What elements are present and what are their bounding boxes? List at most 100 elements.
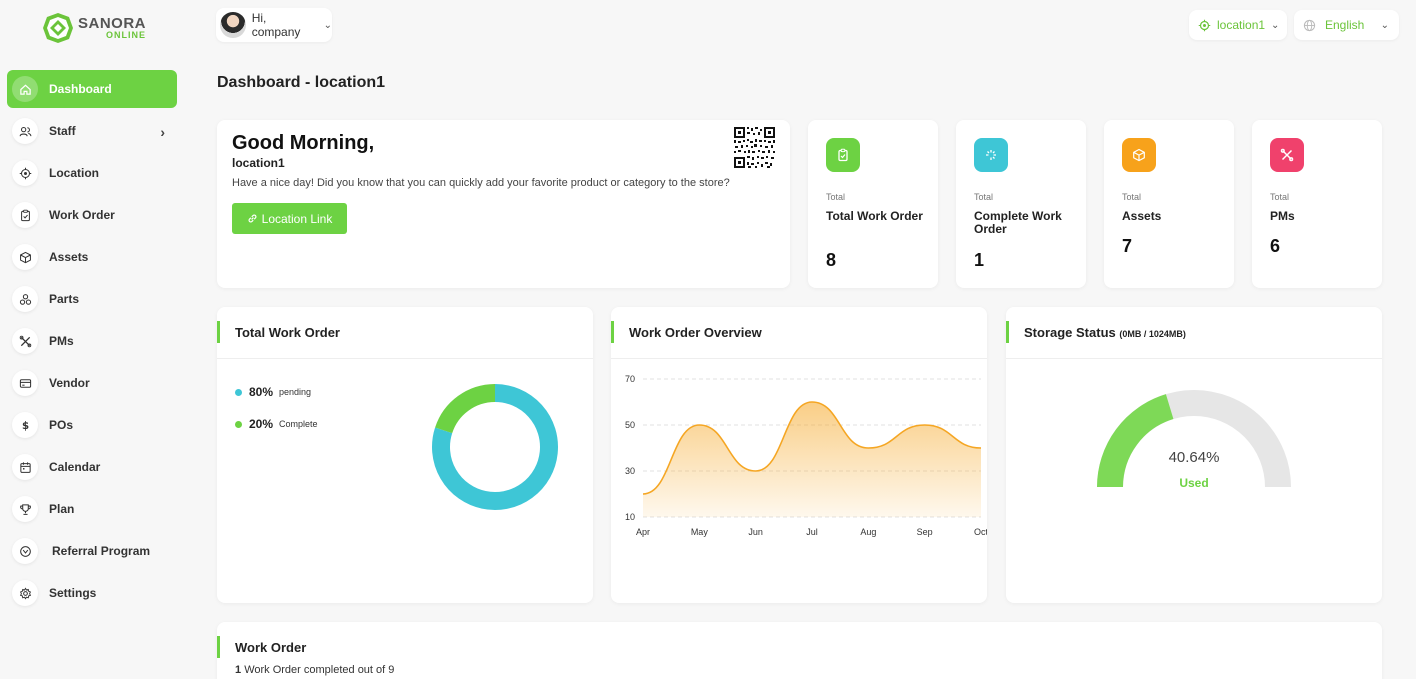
panel-title: Total Work Order xyxy=(235,325,340,340)
gauge-value-label: 40.64% xyxy=(1169,449,1220,466)
stat-label: Complete Work Order xyxy=(974,209,1062,237)
users-icon xyxy=(12,118,38,144)
location-selector[interactable]: location1 ⌄ xyxy=(1189,10,1287,40)
tools-icon xyxy=(1270,138,1304,172)
area-series-line[interactable] xyxy=(642,401,982,495)
sidebar-item-vendor[interactable]: Vendor xyxy=(7,364,177,402)
legend-label: Complete xyxy=(279,419,318,429)
chevron-down-icon: ⌄ xyxy=(1271,19,1280,31)
sidebar-item-calendar[interactable]: Calendar xyxy=(7,448,177,486)
box-icon xyxy=(12,244,38,270)
completed-count: 1 xyxy=(235,664,242,676)
qr-code-icon[interactable] xyxy=(733,126,776,169)
parts-icon xyxy=(12,286,38,312)
x-tick-label: Aug xyxy=(860,527,876,537)
greeting-card: Good Morning, location1 Have a nice day!… xyxy=(217,120,790,288)
stat-label: Total Work Order xyxy=(826,209,923,223)
sidebar-item-staff[interactable]: Staff › xyxy=(7,112,177,150)
stat-value: 7 xyxy=(1122,236,1133,256)
greeting-message: Have a nice day! Did you know that you c… xyxy=(232,177,730,189)
tools-icon xyxy=(12,328,38,354)
legend-item-complete: 20% Complete xyxy=(235,417,318,431)
sidebar-nav: Dashboard Staff › Location Work Order xyxy=(7,70,177,616)
gauge-caption: Used xyxy=(1179,476,1208,490)
location-pin-icon xyxy=(1198,19,1211,31)
y-tick-label: 10 xyxy=(625,512,635,522)
referral-icon xyxy=(12,538,38,564)
stat-small-label: Total xyxy=(1270,192,1290,202)
cube-icon xyxy=(1122,138,1156,172)
area-fill xyxy=(643,402,981,517)
stat-label: PMs xyxy=(1270,209,1295,223)
area-point-aug[interactable] xyxy=(866,446,870,450)
sidebar-item-location[interactable]: Location xyxy=(7,154,177,192)
sidebar-item-label: Work Order xyxy=(49,208,115,222)
sidebar-item-label: Settings xyxy=(49,586,97,600)
y-tick-label: 30 xyxy=(625,466,635,476)
stat-small-label: Total xyxy=(974,192,994,202)
storage-detail: (0MB / 1024MB) xyxy=(1119,329,1186,339)
area-point-oct[interactable] xyxy=(979,446,983,450)
panel-header: Storage Status (0MB / 1024MB) xyxy=(1006,307,1382,359)
panel-title: Work Order Overview xyxy=(629,325,762,340)
sidebar-item-pms[interactable]: PMs xyxy=(7,322,177,360)
work-order-summary-card: Work Order 1 Work Order completed out of… xyxy=(217,622,1382,679)
brand-sub: ONLINE xyxy=(106,30,147,40)
sidebar-item-dashboard[interactable]: Dashboard xyxy=(7,70,177,108)
location-link-label: Location Link xyxy=(261,211,333,226)
x-tick-label: Sep xyxy=(917,527,933,537)
sidebar-item-settings[interactable]: Settings xyxy=(7,574,177,612)
storage-status-panel: Storage Status (0MB / 1024MB) 40.64% Used xyxy=(1006,307,1382,603)
area-point-may[interactable] xyxy=(697,423,701,427)
location-icon xyxy=(12,160,38,186)
location-link-button[interactable]: Location Link xyxy=(232,203,347,234)
stat-value: 6 xyxy=(1270,236,1281,256)
brand-name: SANORA xyxy=(78,15,147,32)
sidebar-item-plan[interactable]: Plan xyxy=(7,490,177,528)
area-point-apr[interactable] xyxy=(641,492,645,496)
legend-item-pending: 80% pending xyxy=(235,385,311,399)
home-icon xyxy=(12,76,38,102)
donut-slice-pending[interactable] xyxy=(432,384,558,510)
panel-header: Work Order Overview xyxy=(611,307,987,359)
spark-icon xyxy=(974,138,1008,172)
stat-card-assets[interactable]: Total Assets 7 xyxy=(1104,120,1234,288)
area-point-jul[interactable] xyxy=(810,400,814,404)
work-order-card-title: Work Order xyxy=(235,640,307,655)
sidebar-item-referral-program[interactable]: Referral Program xyxy=(7,532,177,570)
greeting-title: Good Morning, xyxy=(232,132,375,154)
donut-slice-complete[interactable] xyxy=(435,384,496,434)
stat-card-complete-work-order[interactable]: Total Complete Work Order 1 xyxy=(956,120,1086,288)
language-selector[interactable]: English ⌄ xyxy=(1294,10,1399,40)
chevron-right-icon[interactable]: › xyxy=(160,124,165,140)
greeting-location: location1 xyxy=(232,156,285,170)
sidebar-item-label: Referral Program xyxy=(52,544,151,558)
logo-text: SANORA ONLINE xyxy=(78,16,146,40)
sidebar-item-work-order[interactable]: Work Order xyxy=(7,196,177,234)
area-point-sep[interactable] xyxy=(923,423,927,427)
summary-text: Work Order completed out of 9 xyxy=(244,664,395,676)
legend-value: 20% xyxy=(249,417,274,431)
user-menu[interactable]: Hi, company ⌄ xyxy=(216,8,332,42)
x-tick-label: Apr xyxy=(636,527,650,537)
page-title: Dashboard - location1 xyxy=(217,74,386,91)
logo[interactable]: SANORA ONLINE xyxy=(42,12,152,44)
sidebar-item-parts[interactable]: Parts xyxy=(7,280,177,318)
sidebar-item-assets[interactable]: Assets xyxy=(7,238,177,276)
stat-card-total-work-order[interactable]: Total Total Work Order 8 xyxy=(808,120,938,288)
gauge-value-arc[interactable] xyxy=(1097,394,1174,488)
card-icon xyxy=(12,370,38,396)
sidebar-item-pos[interactable]: $ POs xyxy=(7,406,177,444)
globe-icon xyxy=(1303,19,1316,31)
avatar xyxy=(220,12,246,38)
area-point-jun[interactable] xyxy=(754,469,758,473)
gear-icon xyxy=(12,580,38,606)
sidebar-item-label: Vendor xyxy=(49,376,90,390)
sidebar-item-label: Dashboard xyxy=(49,82,112,96)
y-tick-label: 70 xyxy=(625,374,635,384)
sidebar-item-label: PMs xyxy=(49,334,74,348)
y-tick-label: 50 xyxy=(625,420,635,430)
legend-label: pending xyxy=(279,387,312,397)
location-selector-label: location1 xyxy=(1217,18,1266,32)
stat-card-pms[interactable]: Total PMs 6 xyxy=(1252,120,1382,288)
